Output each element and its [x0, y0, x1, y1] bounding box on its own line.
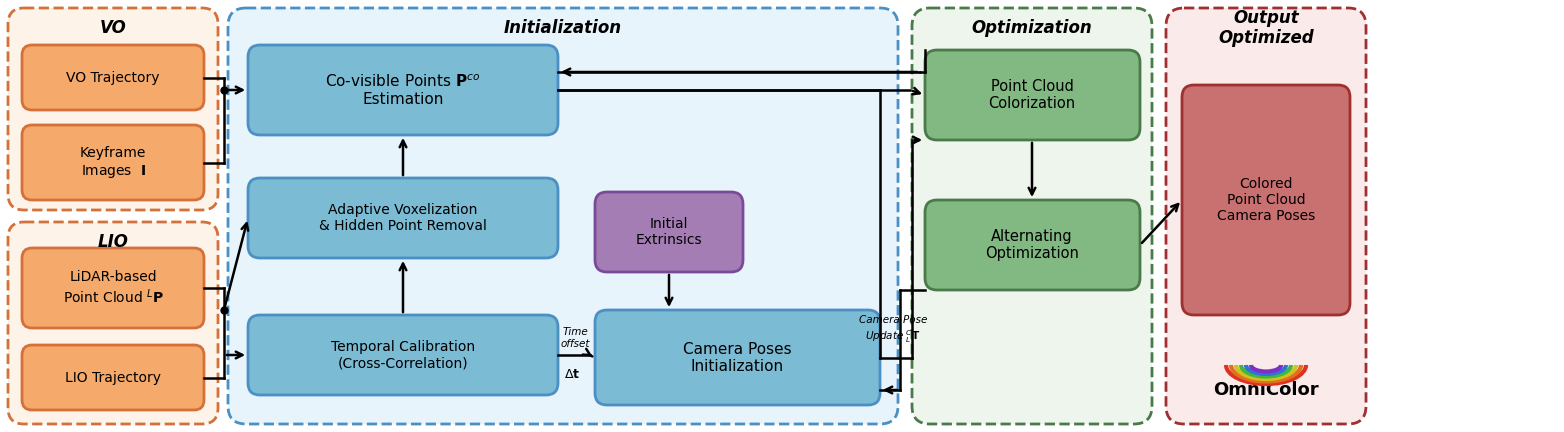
Text: Initialization: Initialization	[504, 19, 622, 37]
FancyBboxPatch shape	[594, 192, 743, 272]
FancyBboxPatch shape	[228, 8, 898, 424]
FancyBboxPatch shape	[924, 200, 1140, 290]
Text: VO: VO	[100, 19, 127, 37]
Text: Time
offset: Time offset	[560, 327, 590, 349]
Text: Adaptive Voxelization
& Hidden Point Removal: Adaptive Voxelization & Hidden Point Rem…	[319, 203, 486, 233]
Text: Camera Poses
Initialization: Camera Poses Initialization	[683, 342, 791, 374]
Text: Camera Pose
Update $^C_L\mathbf{T}$: Camera Pose Update $^C_L\mathbf{T}$	[859, 315, 927, 345]
FancyBboxPatch shape	[249, 178, 558, 258]
Text: Optimization: Optimization	[971, 19, 1092, 37]
Text: Colored
Point Cloud
Camera Poses: Colored Point Cloud Camera Poses	[1217, 177, 1315, 223]
FancyBboxPatch shape	[249, 45, 558, 135]
Text: LIO Trajectory: LIO Trajectory	[66, 371, 161, 385]
Text: VO Trajectory: VO Trajectory	[66, 71, 160, 85]
FancyBboxPatch shape	[8, 222, 217, 424]
Text: Temporal Calibration
(Cross-Correlation): Temporal Calibration (Cross-Correlation)	[332, 340, 475, 370]
FancyBboxPatch shape	[22, 248, 203, 328]
FancyBboxPatch shape	[22, 45, 203, 110]
Text: Co-visible Points $\mathbf{P}^{co}$
Estimation: Co-visible Points $\mathbf{P}^{co}$ Esti…	[325, 73, 480, 107]
FancyBboxPatch shape	[912, 8, 1153, 424]
Text: LIO: LIO	[97, 233, 128, 251]
FancyBboxPatch shape	[249, 315, 558, 395]
FancyBboxPatch shape	[22, 125, 203, 200]
FancyBboxPatch shape	[924, 50, 1140, 140]
FancyBboxPatch shape	[8, 8, 217, 210]
Text: Alternating
Optimization: Alternating Optimization	[985, 229, 1079, 261]
FancyBboxPatch shape	[1167, 8, 1365, 424]
Text: Output
Optimized: Output Optimized	[1218, 9, 1314, 48]
Text: LiDAR-based
Point Cloud $^{L}\mathbf{P}$: LiDAR-based Point Cloud $^{L}\mathbf{P}$	[63, 270, 164, 306]
Text: Keyframe
Images  $\mathbf{I}$: Keyframe Images $\mathbf{I}$	[80, 146, 145, 180]
FancyBboxPatch shape	[594, 310, 881, 405]
Text: $\Delta\mathbf{t}$: $\Delta\mathbf{t}$	[565, 368, 580, 381]
Text: Initial
Extrinsics: Initial Extrinsics	[635, 217, 702, 247]
FancyBboxPatch shape	[1182, 85, 1350, 315]
Text: OmniColor: OmniColor	[1214, 381, 1318, 399]
FancyBboxPatch shape	[22, 345, 203, 410]
Text: Point Cloud
Colorization: Point Cloud Colorization	[988, 79, 1076, 111]
